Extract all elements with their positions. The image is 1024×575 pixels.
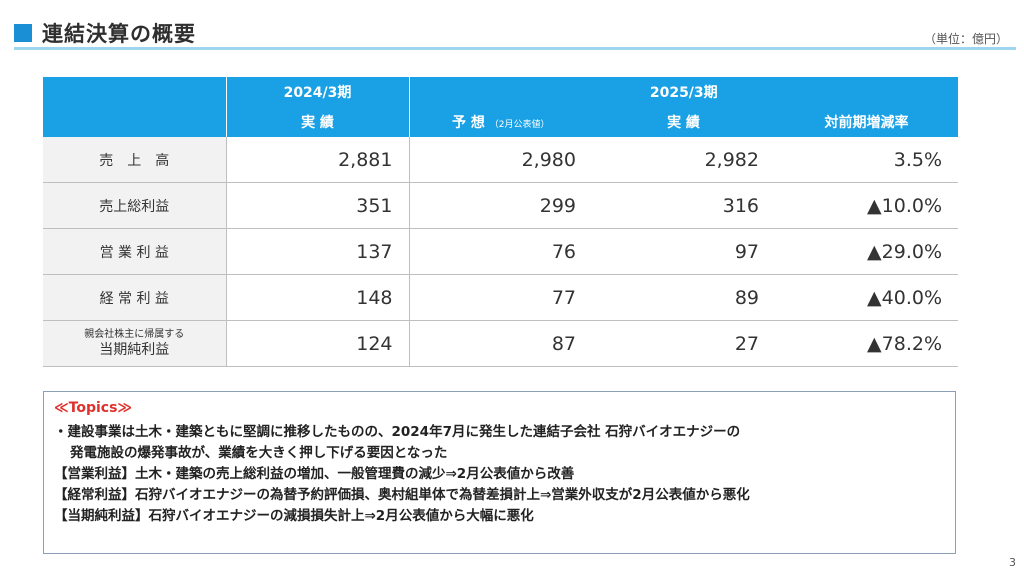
cell-forecast: 76 (409, 228, 592, 275)
cell-actual: 89 (592, 274, 775, 321)
cell-prev: 124 (226, 320, 410, 367)
cell-forecast: 77 (409, 274, 592, 321)
topic-line: 【経常利益】石狩バイオエナジーの為替予約評価損、奥村組単体で為替差損計上⇒営業外… (54, 487, 750, 503)
table-row-operating-profit: 営 業 利 益 137 76 97 ▲29.0% (43, 228, 959, 275)
row-label: 経 常 利 益 (43, 274, 227, 321)
header-forecast: 予 想 （2月公表値） (409, 107, 592, 137)
table-row-net-income: 親会社株主に帰属する 当期純利益 124 87 27 ▲78.2% (43, 320, 959, 367)
cell-actual: 97 (592, 228, 775, 275)
topics-title: ≪Topics≫ (54, 400, 133, 416)
cell-actual: 2,982 (592, 137, 775, 183)
table-row-ordinary-profit: 経 常 利 益 148 77 89 ▲40.0% (43, 274, 959, 321)
topics-box: ≪Topics≫ ・建設事業は土木・建築ともに堅調に推移したものの、2024年7… (43, 391, 956, 554)
cell-rate: ▲29.0% (775, 228, 959, 275)
header-fy2025: 2025/3期 (409, 77, 959, 107)
topic-line: 【営業利益】土木・建築の売上総利益の増加、一般管理費の減少⇒2月公表値から改善 (54, 466, 575, 482)
cell-prev: 148 (226, 274, 410, 321)
page-header: 連結決算の概要 (14, 18, 196, 48)
page-title: 連結決算の概要 (42, 22, 196, 46)
cell-rate: ▲10.0% (775, 182, 959, 229)
row-label-sub: 親会社株主に帰属する (84, 328, 185, 340)
header-forecast-note: （2月公表値） (489, 120, 550, 130)
header-fy2024: 2024/3期 (226, 77, 410, 107)
cell-prev: 137 (226, 228, 410, 275)
cell-actual: 316 (592, 182, 775, 229)
topic-line: ・建設事業は土木・建築ともに堅調に推移したものの、2024年7月に発生した連結子… (54, 424, 741, 440)
cell-forecast: 2,980 (409, 137, 592, 183)
table-row-gross-profit: 売上総利益 351 299 316 ▲10.0% (43, 182, 959, 229)
cell-actual: 27 (592, 320, 775, 367)
title-square-icon (14, 24, 32, 42)
row-label: 売 上 高 (43, 137, 227, 183)
cell-forecast: 299 (409, 182, 592, 229)
table-header-row-1: 2024/3期 2025/3期 (43, 77, 959, 107)
row-label: 営 業 利 益 (43, 228, 227, 275)
table-header-row-2: 実 績 予 想 （2月公表値） 実 績 対前期増減率 (43, 107, 959, 137)
cell-prev: 2,881 (226, 137, 410, 183)
header-actual-prev: 実 績 (226, 107, 410, 137)
row-label: 売上総利益 (43, 182, 227, 229)
cell-rate: ▲40.0% (775, 274, 959, 321)
header-blank-2 (43, 107, 227, 137)
cell-forecast: 87 (409, 320, 592, 367)
cell-prev: 351 (226, 182, 410, 229)
header-forecast-label: 予 想 (452, 115, 485, 131)
topic-line: 【当期純利益】石狩バイオエナジーの減損損失計上⇒2月公表値から大幅に悪化 (54, 508, 534, 524)
header-blank (43, 77, 227, 107)
financial-summary-table: 2024/3期 2025/3期 実 績 予 想 （2月公表値） 実 績 対前期増… (43, 77, 959, 367)
cell-rate: ▲78.2% (775, 320, 959, 367)
unit-label: （単位：億円） (923, 32, 1008, 46)
header-change-rate: 対前期増減率 (775, 107, 959, 137)
row-label-main: 当期純利益 (99, 341, 170, 358)
cell-rate: 3.5% (775, 137, 959, 183)
page-number: 3 (1009, 556, 1016, 569)
topic-line: 発電施設の爆発事故が、業績を大きく押し下げる要因となった (70, 445, 448, 461)
row-label: 親会社株主に帰属する 当期純利益 (43, 320, 227, 367)
title-underline (14, 47, 1016, 50)
table-row-net-sales: 売 上 高 2,881 2,980 2,982 3.5% (43, 137, 959, 183)
header-actual: 実 績 (592, 107, 775, 137)
